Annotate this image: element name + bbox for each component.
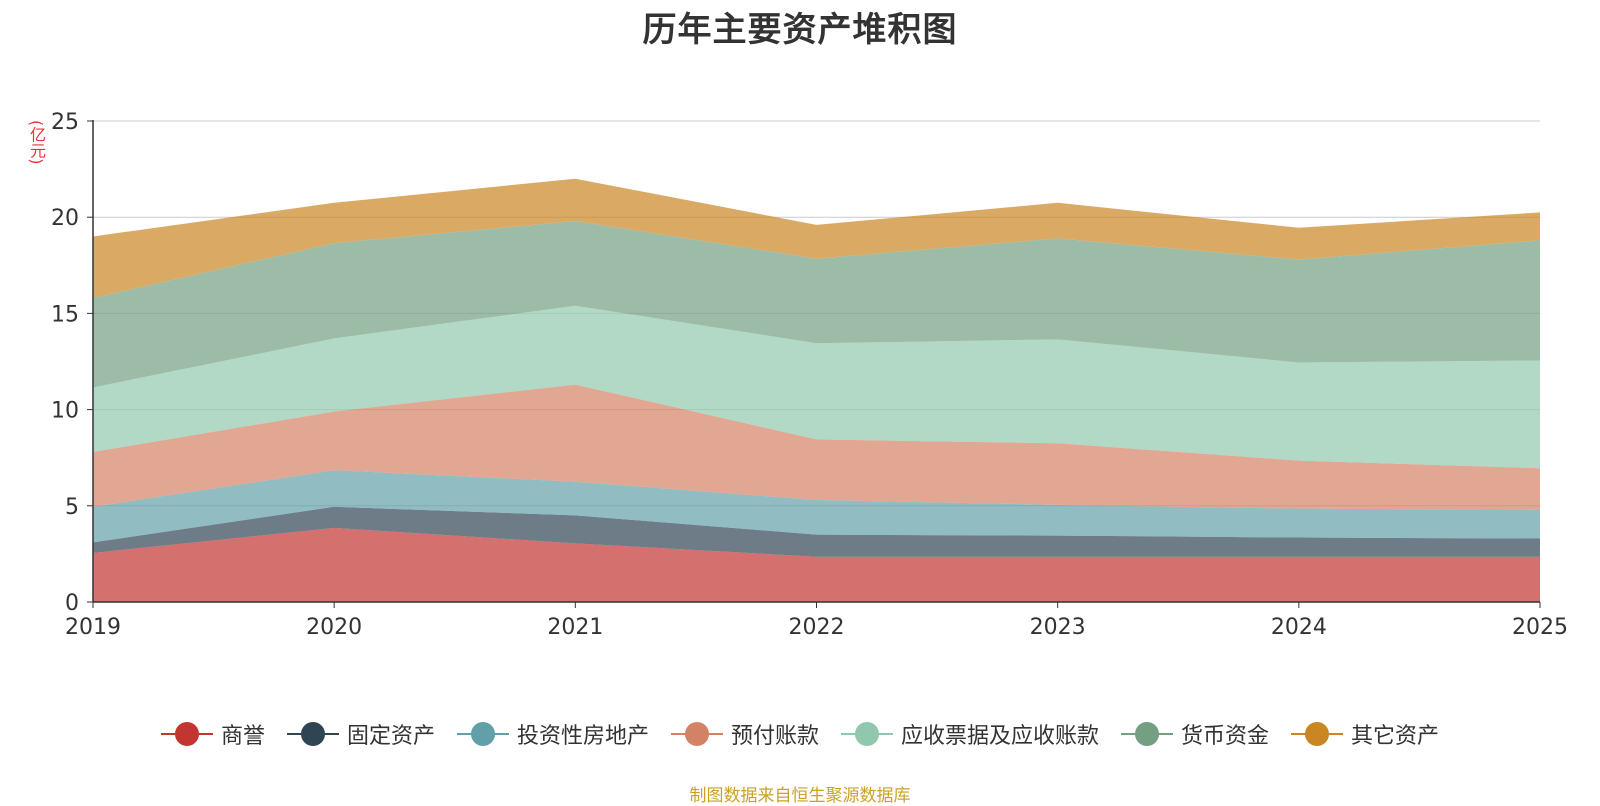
legend-label: 投资性房地产 bbox=[516, 724, 649, 749]
y-tick-label: 0 bbox=[65, 591, 79, 616]
legend-label: 预付账款 bbox=[730, 724, 819, 749]
legend-marker-icon bbox=[286, 721, 339, 747]
legend-item-1[interactable]: 固定资产 bbox=[286, 718, 435, 750]
legend-marker-icon bbox=[456, 721, 509, 747]
legend-item-5[interactable]: 货币资金 bbox=[1121, 718, 1269, 750]
legend-label: 固定资产 bbox=[346, 724, 435, 749]
x-tick-label: 2020 bbox=[306, 615, 362, 640]
area-series-5 bbox=[93, 221, 1540, 388]
x-tick-label: 2021 bbox=[547, 615, 603, 640]
legend-item-4[interactable]: 应收票据及应收账款 bbox=[841, 718, 1099, 750]
legend-label: 货币资金 bbox=[1181, 724, 1270, 749]
legend-marker-icon bbox=[670, 721, 723, 747]
legend-marker-icon bbox=[160, 721, 213, 747]
x-tick-label: 2022 bbox=[789, 615, 845, 640]
y-axis-unit-label: (亿元) bbox=[27, 120, 46, 165]
x-tick-label: 2024 bbox=[1271, 615, 1327, 640]
area-series-0 bbox=[93, 527, 1540, 602]
area-series-4 bbox=[93, 305, 1540, 469]
legend-item-3[interactable]: 预付账款 bbox=[670, 718, 819, 750]
area-series bbox=[93, 178, 1540, 602]
y-tick-label: 5 bbox=[65, 495, 79, 520]
area-series-1 bbox=[93, 506, 1540, 557]
x-tick-label: 2019 bbox=[65, 615, 121, 640]
legend-item-0[interactable]: 商誉 bbox=[160, 718, 265, 750]
legend-item-2[interactable]: 投资性房地产 bbox=[456, 718, 649, 750]
chart-title: 历年主要资产堆积图 bbox=[642, 10, 958, 50]
area-series-6 bbox=[93, 178, 1540, 299]
legend-marker-icon bbox=[1121, 721, 1174, 747]
y-tick-label: 25 bbox=[51, 110, 79, 135]
x-tick-label: 2025 bbox=[1512, 615, 1568, 640]
y-tick-label: 10 bbox=[51, 399, 79, 424]
source-note: 制图数据来自恒生聚源数据库 bbox=[689, 786, 911, 806]
x-tick-label: 2023 bbox=[1030, 615, 1086, 640]
legend: 商誉 固定资产 投资性房地产 预付账款 应收票据及应收账款 货币资金 其它资产 bbox=[0, 718, 1600, 750]
legend-label: 其它资产 bbox=[1351, 724, 1440, 749]
area-series-3 bbox=[93, 384, 1540, 510]
legend-label: 商誉 bbox=[220, 724, 265, 749]
legend-marker-icon bbox=[1291, 721, 1344, 747]
legend-item-6[interactable]: 其它资产 bbox=[1291, 718, 1439, 750]
y-tick-label: 20 bbox=[51, 206, 79, 231]
legend-label: 应收票据及应收账款 bbox=[901, 724, 1100, 749]
area-series-2 bbox=[93, 470, 1540, 543]
legend-marker-icon bbox=[841, 721, 893, 747]
y-tick-label: 15 bbox=[51, 302, 79, 327]
